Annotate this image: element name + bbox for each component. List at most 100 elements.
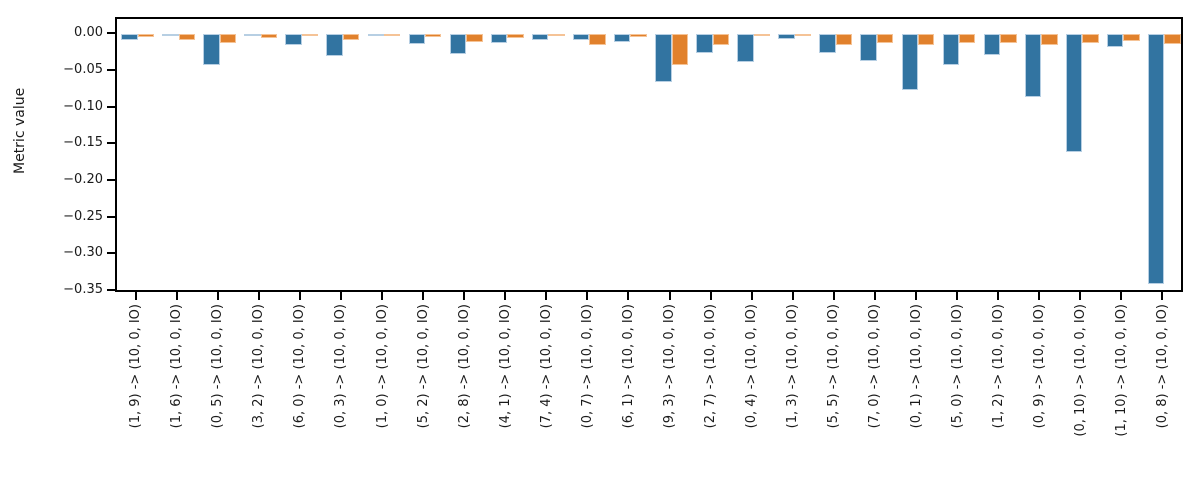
bar-series-blue-19: [901, 34, 918, 90]
y-tick-mark: [107, 288, 115, 291]
bar-series-blue-22: [1024, 34, 1042, 98]
y-tick-label: −0.10: [63, 98, 103, 114]
x-tick-label: (5, 0) -> (10, 0, IO): [949, 304, 965, 429]
bar-series-orange-13: [671, 34, 688, 66]
x-tick-label: (7, 0) -> (10, 0, IO): [867, 304, 883, 429]
bar-series-orange-17: [835, 34, 853, 46]
bar-series-orange-23: [1082, 34, 1099, 44]
x-tick-mark: [915, 292, 917, 300]
x-tick-label: (2, 8) -> (10, 0, IO): [456, 304, 472, 429]
x-tick-mark: [298, 292, 301, 300]
x-tick-label: (5, 5) -> (10, 0, IO): [826, 304, 842, 429]
x-tick-mark: [997, 292, 1000, 300]
bar-series-blue-6: [367, 34, 384, 37]
x-tick-mark: [216, 292, 219, 300]
y-tick-mark: [107, 178, 115, 181]
y-tick-label: −0.05: [63, 61, 103, 77]
bar-series-blue-14: [696, 34, 713, 53]
bar-series-orange-5: [342, 34, 360, 41]
bar-series-orange-6: [384, 34, 401, 37]
bar-series-orange-7: [425, 34, 442, 38]
bar-series-blue-18: [860, 34, 877, 61]
bar-series-blue-1: [162, 34, 179, 37]
bar-series-orange-20: [959, 34, 976, 44]
x-tick-label: (6, 1) -> (10, 0, IO): [620, 304, 636, 429]
x-label-cell: (1, 6) -> (10, 0, IO): [156, 304, 197, 437]
bar-series-orange-1: [178, 34, 196, 41]
bar-series-orange-9: [507, 34, 524, 38]
y-tick-label: −0.20: [63, 171, 103, 187]
y-tick-label: −0.25: [63, 208, 103, 224]
bar-series-orange-14: [712, 34, 730, 46]
x-tick-label: (4, 1) -> (10, 0, IO): [497, 304, 513, 429]
bar-series-blue-12: [614, 34, 631, 43]
x-tick-label: (0, 10) -> (10, 0, IO): [1072, 304, 1088, 437]
bar-series-orange-10: [548, 34, 565, 37]
bar-series-orange-2: [219, 34, 237, 44]
bar-series-orange-8: [466, 34, 483, 42]
x-tick-mark: [134, 292, 137, 300]
bar-series-orange-12: [630, 34, 647, 38]
bar-series-blue-8: [449, 34, 467, 55]
x-label-cell: (0, 4) -> (10, 0, IO): [731, 304, 772, 437]
y-tick-mark: [107, 215, 115, 218]
x-tick-label: (0, 5) -> (10, 0, IO): [210, 304, 226, 429]
bar-series-blue-13: [655, 34, 672, 82]
x-tick-mark: [1161, 292, 1164, 300]
x-label-cell: (0, 10) -> (10, 0, IO): [1060, 304, 1101, 437]
bar-series-blue-11: [572, 34, 590, 41]
y-axis-label: Metric value: [12, 87, 28, 174]
bar-series-orange-19: [918, 34, 935, 46]
bar-series-blue-20: [942, 34, 960, 66]
x-tick-mark: [545, 292, 548, 300]
bar-series-blue-0: [121, 34, 138, 41]
x-tick-mark: [791, 292, 794, 300]
y-tick-mark: [107, 32, 115, 35]
x-label-cell: (1, 0) -> (10, 0, IO): [361, 304, 402, 437]
x-tick-label: (0, 7) -> (10, 0, IO): [579, 304, 595, 429]
x-label-cell: (5, 0) -> (10, 0, IO): [937, 304, 978, 437]
x-tick-mark: [832, 292, 835, 300]
x-tick-label: (1, 6) -> (10, 0, IO): [169, 304, 185, 429]
x-tick-mark: [504, 292, 507, 300]
bar-series-orange-25: [1164, 34, 1181, 44]
bar-series-blue-15: [737, 34, 754, 63]
x-axis-tick-labels: (1, 9) -> (10, 0, IO) (1, 6) -> (10, 0, I…: [115, 304, 1183, 437]
bar-series-blue-23: [1065, 34, 1083, 152]
x-tick-mark: [422, 292, 425, 300]
x-label-cell: (6, 1) -> (10, 0, IO): [608, 304, 649, 437]
plot-area: [115, 17, 1183, 292]
y-tick-label: 0.00: [74, 25, 103, 41]
x-label-cell: (0, 9) -> (10, 0, IO): [1019, 304, 1060, 437]
x-tick-mark: [627, 292, 630, 300]
bar-series-blue-10: [531, 34, 549, 41]
x-tick-label: (1, 2) -> (10, 0, IO): [990, 304, 1006, 429]
bar-series-blue-21: [983, 34, 1001, 55]
y-tick-label: −0.35: [63, 281, 103, 297]
x-tick-mark: [1038, 292, 1041, 300]
bar-series-orange-24: [1123, 34, 1140, 41]
x-label-cell: (3, 2) -> (10, 0, IO): [238, 304, 279, 437]
x-tick-label: (9, 3) -> (10, 0, IO): [662, 304, 678, 429]
x-tick-mark: [339, 292, 342, 300]
x-label-cell: (7, 0) -> (10, 0, IO): [854, 304, 895, 437]
x-tick-label: (1, 10) -> (10, 0, IO): [1113, 304, 1129, 437]
x-tick-mark: [1079, 292, 1082, 300]
y-tick-mark: [107, 142, 115, 145]
x-tick-mark: [1120, 292, 1123, 300]
bar-series-blue-7: [408, 34, 426, 44]
x-label-cell: (2, 8) -> (10, 0, IO): [444, 304, 485, 437]
x-label-cell: (0, 1) -> (10, 0, IO): [895, 304, 936, 437]
y-tick-mark: [107, 68, 115, 71]
bar-series-orange-4: [301, 34, 319, 37]
x-tick-label: (2, 7) -> (10, 0, IO): [703, 304, 719, 429]
x-tick-label: (0, 3) -> (10, 0, IO): [333, 304, 349, 429]
bar-series-orange-22: [1041, 34, 1058, 46]
x-label-cell: (7, 4) -> (10, 0, IO): [526, 304, 567, 437]
x-label-cell: (0, 5) -> (10, 0, IO): [197, 304, 238, 437]
y-tick-mark: [107, 252, 115, 255]
x-label-cell: (4, 1) -> (10, 0, IO): [485, 304, 526, 437]
x-label-cell: (1, 2) -> (10, 0, IO): [978, 304, 1019, 437]
bar-series-blue-2: [203, 34, 220, 66]
x-tick-label: (1, 3) -> (10, 0, IO): [785, 304, 801, 429]
